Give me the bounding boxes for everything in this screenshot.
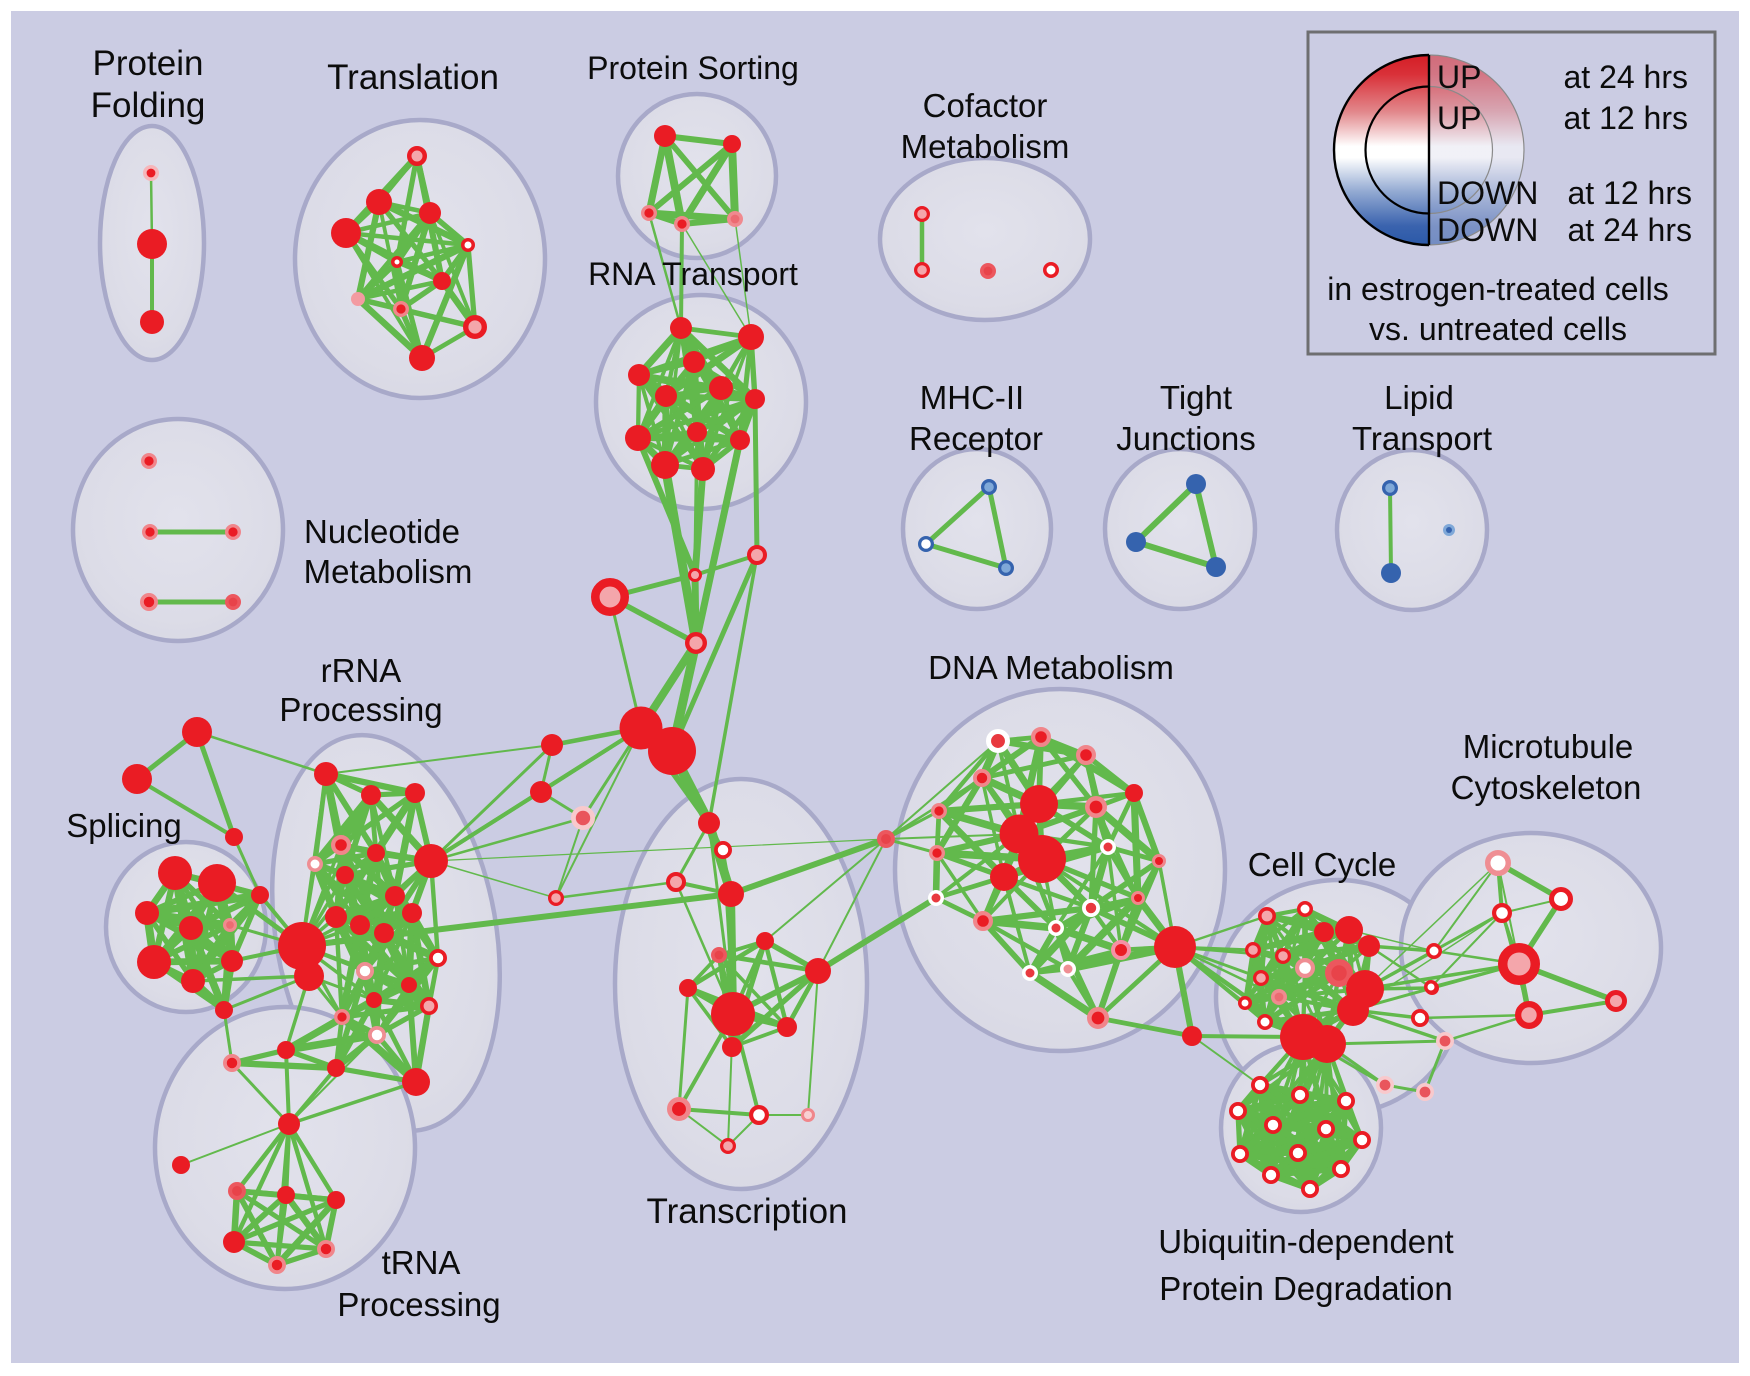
svg-text:Cell Cycle: Cell Cycle [1248,846,1397,883]
svg-text:Processing: Processing [337,1286,500,1323]
svg-text:MHC-II: MHC-II [920,379,1024,416]
svg-text:tRNA: tRNA [382,1244,461,1281]
svg-text:Processing: Processing [279,691,442,728]
svg-text:Tight: Tight [1160,379,1232,416]
svg-text:Receptor: Receptor [909,420,1043,457]
svg-text:Cofactor: Cofactor [923,87,1048,124]
svg-text:Metabolism: Metabolism [901,128,1070,165]
svg-text:UP: UP [1437,100,1481,136]
svg-text:Transport: Transport [1352,420,1492,457]
svg-text:vs. untreated cells: vs. untreated cells [1369,311,1627,347]
svg-text:Translation: Translation [327,58,499,97]
svg-text:RNA Transport: RNA Transport [588,256,798,292]
svg-text:UP: UP [1437,59,1481,95]
svg-text:Junctions: Junctions [1116,420,1255,457]
svg-text:DOWN: DOWN [1437,175,1538,211]
svg-text:Protein Sorting: Protein Sorting [587,50,799,86]
svg-text:Splicing: Splicing [66,807,182,844]
svg-text:at 12 hrs: at 12 hrs [1567,175,1692,211]
svg-text:Protein Degradation: Protein Degradation [1159,1270,1453,1307]
svg-text:Metabolism: Metabolism [304,553,473,590]
svg-text:Nucleotide: Nucleotide [304,513,460,550]
svg-text:Protein: Protein [93,44,204,83]
svg-text:Ubiquitin-dependent: Ubiquitin-dependent [1158,1223,1453,1260]
svg-text:at 24 hrs: at 24 hrs [1567,212,1692,248]
svg-text:Cytoskeleton: Cytoskeleton [1451,769,1642,806]
svg-text:Folding: Folding [91,86,206,125]
svg-text:DNA Metabolism: DNA Metabolism [928,649,1174,686]
svg-text:in estrogen-treated cells: in estrogen-treated cells [1327,271,1669,307]
svg-text:DOWN: DOWN [1437,212,1538,248]
svg-text:Lipid: Lipid [1384,379,1454,416]
svg-text:at 12 hrs: at 12 hrs [1563,100,1688,136]
svg-text:at 24 hrs: at 24 hrs [1563,59,1688,95]
svg-text:Microtubule: Microtubule [1463,728,1634,765]
svg-text:Transcription: Transcription [647,1192,848,1231]
svg-text:rRNA: rRNA [321,652,402,689]
